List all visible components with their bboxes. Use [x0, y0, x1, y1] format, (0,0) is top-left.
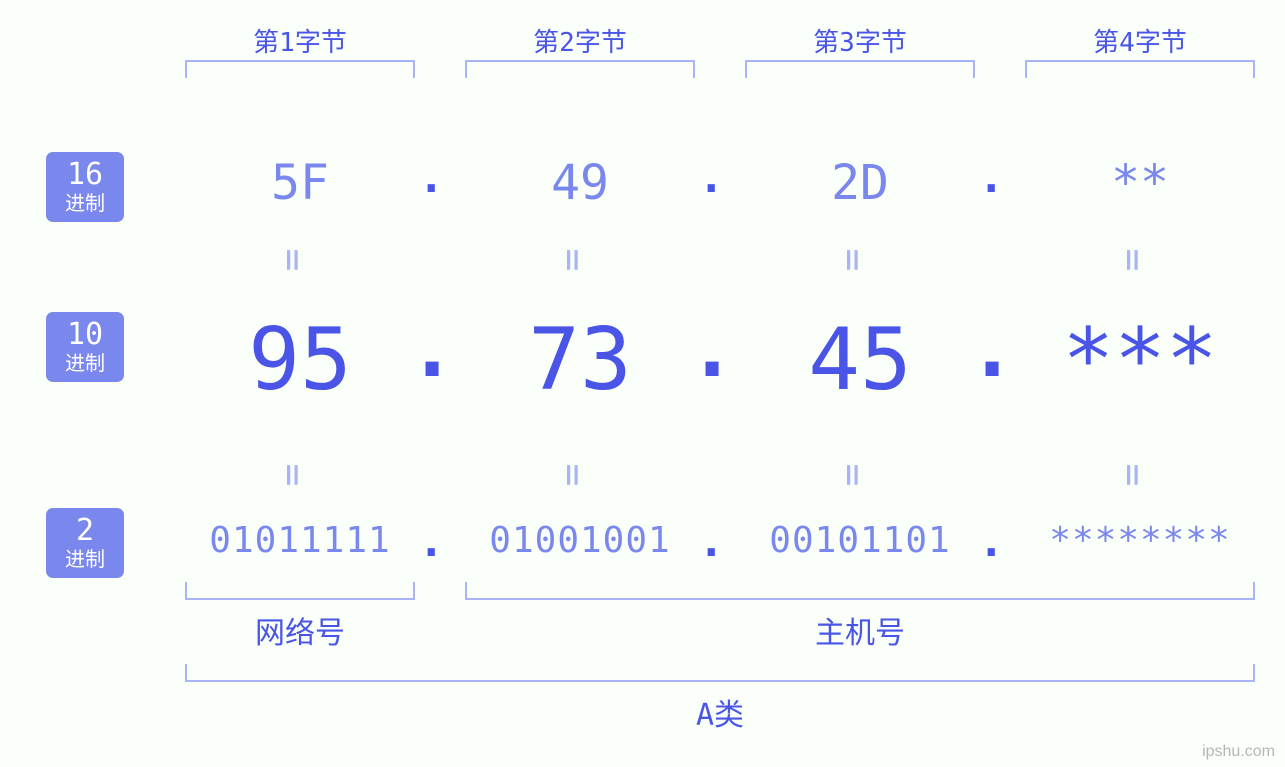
hex-dot-2: .: [698, 152, 725, 203]
dec-dot-3: .: [968, 302, 1016, 395]
base-badge-hex: 16 进制: [46, 152, 124, 222]
dec-octet-1: 95: [180, 310, 420, 410]
eq-hexdec-4: =: [1111, 249, 1155, 272]
bin-octet-3: 00101101: [740, 520, 980, 561]
class-bracket: [185, 664, 1255, 682]
dec-dot-2: .: [688, 302, 736, 395]
byte-label-4: 第4字节: [1020, 22, 1260, 59]
eq-hexdec-3: =: [831, 249, 875, 272]
dec-octet-2: 73: [460, 310, 700, 410]
bin-octet-4: ********: [1020, 520, 1260, 561]
base-badge-hex-sub: 进制: [46, 192, 124, 214]
network-bracket: [185, 582, 415, 600]
hex-octet-4: **: [1020, 155, 1260, 211]
dec-octet-3: 45: [740, 310, 980, 410]
bin-octet-2: 01001001: [460, 520, 700, 561]
byte-bracket-4: [1025, 60, 1255, 78]
host-label: 主机号: [460, 608, 1260, 652]
hex-octet-2: 49: [460, 155, 700, 211]
eq-hexdec-2: =: [551, 249, 595, 272]
eq-decbin-1: =: [271, 464, 315, 487]
base-badge-bin: 2 进制: [46, 508, 124, 578]
hex-dot-1: .: [418, 152, 445, 203]
base-badge-dec-num: 10: [46, 320, 124, 350]
eq-decbin-4: =: [1111, 464, 1155, 487]
network-label: 网络号: [180, 608, 420, 652]
bin-octet-1: 01011111: [180, 520, 420, 561]
eq-decbin-2: =: [551, 464, 595, 487]
bin-dot-3: .: [978, 516, 1005, 567]
eq-hexdec-1: =: [271, 249, 315, 272]
dec-octet-4: ***: [1020, 310, 1260, 410]
base-badge-bin-sub: 进制: [46, 548, 124, 570]
hex-dot-3: .: [978, 152, 1005, 203]
byte-bracket-1: [185, 60, 415, 78]
byte-label-2: 第2字节: [460, 22, 700, 59]
hex-octet-1: 5F: [180, 155, 420, 211]
eq-decbin-3: =: [831, 464, 875, 487]
base-badge-hex-num: 16: [46, 160, 124, 190]
host-bracket: [465, 582, 1255, 600]
byte-label-3: 第3字节: [740, 22, 980, 59]
byte-bracket-2: [465, 60, 695, 78]
byte-bracket-3: [745, 60, 975, 78]
class-label: A类: [180, 690, 1260, 734]
watermark: ipshu.com: [1202, 743, 1275, 761]
base-badge-dec: 10 进制: [46, 312, 124, 382]
base-badge-bin-num: 2: [46, 516, 124, 546]
hex-octet-3: 2D: [740, 155, 980, 211]
bin-dot-1: .: [418, 516, 445, 567]
base-badge-dec-sub: 进制: [46, 352, 124, 374]
bin-dot-2: .: [698, 516, 725, 567]
byte-label-1: 第1字节: [180, 22, 420, 59]
dec-dot-1: .: [408, 302, 456, 395]
